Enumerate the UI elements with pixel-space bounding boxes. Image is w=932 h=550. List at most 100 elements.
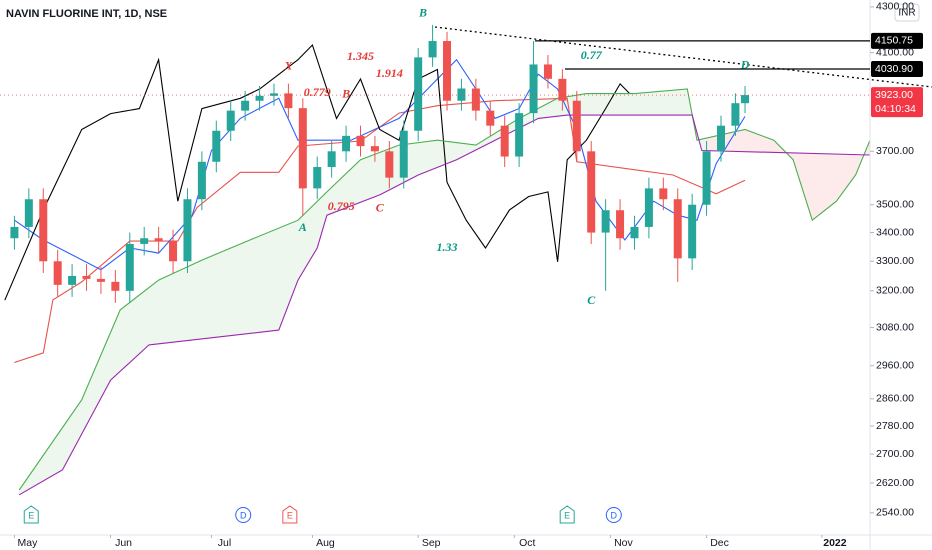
y-tick-label: 2960.00 <box>876 360 914 372</box>
indicator-line <box>14 58 746 271</box>
last-price-label: 3923.00 <box>875 89 913 101</box>
x-tick-label: Jun <box>115 537 132 549</box>
x-tick-label: Jul <box>218 537 231 549</box>
candle-body <box>327 151 336 168</box>
candle-body <box>226 110 235 131</box>
wave-label: 0.795 <box>328 199 355 213</box>
candle-body <box>255 95 264 101</box>
currency-box[interactable] <box>894 3 920 22</box>
candle-body <box>688 204 697 259</box>
candle-body <box>241 100 250 111</box>
candle-body <box>587 151 596 233</box>
overlay-layer: 4150.75 4030.90 3923.00 04:10:34 B X 1.3451.91… <box>0 5 923 524</box>
y-tick-label: 2540.00 <box>876 507 914 519</box>
y-tick-label: 2620.00 <box>876 477 914 489</box>
cloud-bullish <box>19 88 705 495</box>
wave-label: 1.914 <box>376 66 403 80</box>
candle-body <box>457 88 466 101</box>
candle-body <box>298 108 307 189</box>
candle-body <box>630 226 639 239</box>
indicator-line <box>18 114 870 496</box>
countdown: 04:10:34 <box>875 103 916 115</box>
candle-body <box>515 113 524 157</box>
candle-body <box>125 243 134 291</box>
candle-body <box>558 78 567 101</box>
wave-label: C <box>587 293 596 307</box>
wave-label: C <box>376 201 385 215</box>
wave-label: B <box>341 86 350 100</box>
event-label: E <box>28 510 34 520</box>
wave-label: D <box>740 57 750 71</box>
candle-body <box>741 95 750 104</box>
event-label: D <box>240 510 247 520</box>
indicator-line <box>14 97 746 364</box>
x-tick-label: May <box>17 537 38 549</box>
event-icon <box>23 505 39 524</box>
candle-layer <box>10 24 750 303</box>
candle-body <box>659 188 668 200</box>
y-tick-label: 3200.00 <box>876 285 914 297</box>
y-tick-label: 2780.00 <box>876 420 914 432</box>
y-tick-label: 4100.00 <box>876 46 914 58</box>
candle-body <box>212 130 221 162</box>
event-label: E <box>287 510 293 520</box>
wave-label: 0.77 <box>581 48 603 62</box>
candle-body <box>269 93 278 96</box>
candle-body <box>673 199 682 259</box>
candle-body <box>111 281 120 291</box>
candle-body <box>500 125 509 157</box>
candle-body <box>183 199 192 262</box>
trend-line <box>434 26 932 88</box>
candle-body <box>486 110 495 126</box>
price-label-box <box>871 61 923 78</box>
y-tick-label: 3500.00 <box>876 199 914 211</box>
event-icon <box>235 507 252 523</box>
indicator-layer <box>4 43 870 496</box>
candle-body <box>443 41 452 101</box>
y-tick-label: 3700.00 <box>876 145 914 157</box>
candle-body <box>644 188 653 227</box>
candle-body <box>572 100 581 152</box>
x-tick-label: Aug <box>316 537 335 549</box>
candle-body <box>356 135 365 147</box>
candle-body <box>370 146 379 152</box>
price-label-box <box>871 32 923 49</box>
candle-body <box>169 241 178 262</box>
cloud-bearish <box>705 129 870 221</box>
price-label: 4150.75 <box>875 35 913 47</box>
wave-label: 1.345 <box>347 49 374 63</box>
candle-body <box>140 238 149 244</box>
y-tick-label: 3400.00 <box>876 226 914 238</box>
candle-body <box>39 199 48 262</box>
cloud-layer <box>19 88 870 495</box>
candle-body <box>10 226 19 239</box>
candle-body <box>197 161 206 200</box>
x-tick-label: 2022 <box>823 537 847 549</box>
x-tick-label: Sep <box>422 537 441 549</box>
x-tick-label: Dec <box>710 537 729 549</box>
currency[interactable]: INR <box>898 8 915 19</box>
candle-body <box>529 64 538 114</box>
indicator-line <box>4 43 631 301</box>
candle-body <box>428 41 437 58</box>
event-icon <box>282 505 298 524</box>
candle-body <box>154 238 163 242</box>
event-label: D <box>611 510 618 520</box>
last-price-box <box>871 87 923 118</box>
y-tick-label: 4300.00 <box>876 1 914 13</box>
chart-title: NAVIN FLUORINE INT, 1D, NSE <box>6 8 167 20</box>
y-tick-label: 3080.00 <box>876 321 914 333</box>
event-icon <box>605 507 622 523</box>
candle-body <box>342 135 351 152</box>
candle-body <box>24 199 33 227</box>
y-tick-label: 3300.00 <box>876 255 914 267</box>
wave-label: B <box>418 5 427 19</box>
candle-body <box>731 103 740 126</box>
candle-body <box>414 57 423 131</box>
event-icon <box>559 505 575 524</box>
candle-body <box>399 130 408 178</box>
candle-body <box>471 88 480 111</box>
candle-body <box>82 275 91 279</box>
candle-body <box>616 210 625 239</box>
